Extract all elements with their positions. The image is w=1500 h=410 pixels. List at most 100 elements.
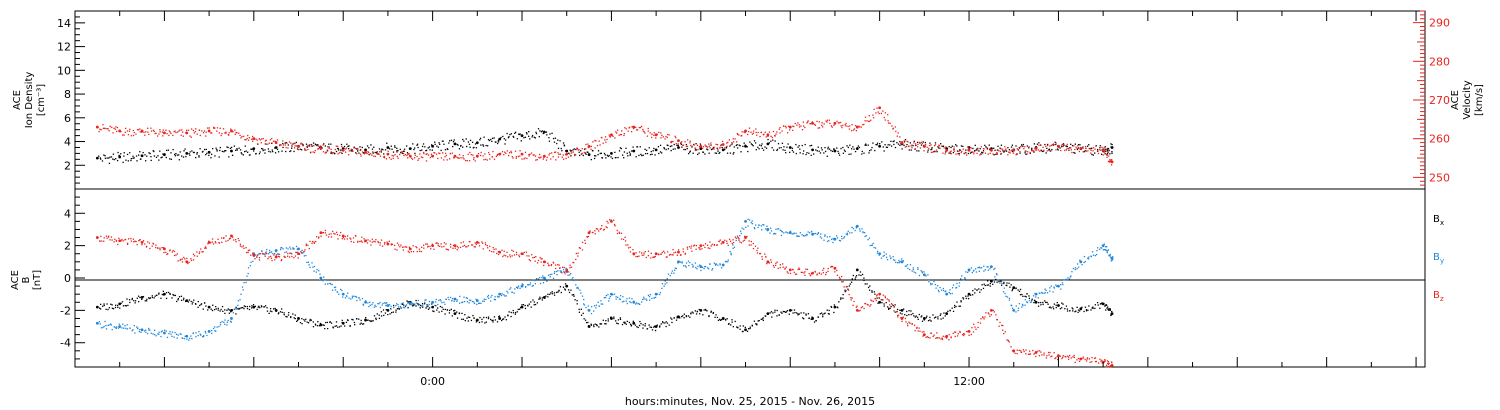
bz-sample	[394, 245, 395, 246]
velocity-sample	[614, 137, 615, 138]
density-sample	[853, 148, 854, 149]
velocity-sample	[497, 155, 498, 156]
bx-sample	[792, 312, 793, 313]
by-sample	[939, 287, 940, 288]
bx-sample	[666, 321, 667, 322]
bx-sample	[853, 275, 854, 276]
velocity-sample	[294, 143, 295, 144]
bx-sample	[600, 323, 601, 324]
by-sample	[356, 300, 357, 301]
bx-point	[968, 293, 971, 296]
velocity-sample	[1082, 147, 1083, 148]
bx-sample	[373, 320, 374, 321]
velocity-sample	[1007, 154, 1008, 155]
legend-entry-z: Bz	[1433, 290, 1444, 303]
velocity-point	[789, 126, 792, 129]
by-sample	[883, 252, 884, 253]
density-sample	[861, 153, 862, 154]
bz-sample	[423, 245, 424, 246]
bz-sample	[625, 240, 626, 241]
bz-sample	[316, 236, 317, 237]
density-sample	[485, 145, 486, 146]
velocity-sample	[690, 141, 691, 142]
by-sample	[330, 283, 331, 284]
bz-sample	[885, 296, 886, 297]
density-sample	[850, 153, 851, 154]
by-sample	[952, 287, 953, 288]
velocity-sample	[588, 147, 589, 148]
density-sample	[984, 145, 985, 146]
density-sample	[234, 145, 235, 146]
density-sample	[487, 145, 488, 146]
bz-sample	[757, 252, 758, 253]
density-sample	[874, 150, 875, 151]
velocity-sample	[175, 132, 176, 133]
by-sample	[363, 305, 364, 306]
bz-sample	[1005, 331, 1006, 332]
density-sample	[420, 150, 421, 151]
by-sample	[975, 268, 976, 269]
bz-sample	[503, 255, 504, 256]
density-sample	[627, 155, 628, 156]
density-sample	[823, 152, 824, 153]
by-sample	[546, 281, 547, 282]
velocity-sample	[122, 134, 123, 135]
bx-sample	[290, 317, 291, 318]
bz-sample	[588, 236, 589, 237]
velocity-sample	[772, 137, 773, 138]
velocity-sample	[831, 125, 832, 126]
bz-sample	[155, 247, 156, 248]
by-sample	[649, 299, 650, 300]
bz-sample	[336, 232, 337, 233]
bz-sample	[997, 319, 998, 320]
velocity-sample	[571, 152, 572, 153]
velocity-sample	[492, 156, 493, 157]
bx-sample	[752, 325, 753, 326]
bx-sample	[313, 321, 314, 322]
velocity-sample	[773, 131, 774, 132]
bx-sample	[472, 315, 473, 316]
bz-sample	[1029, 351, 1030, 352]
bx-sample	[1053, 308, 1054, 309]
bx-sample	[730, 324, 731, 325]
density-sample	[177, 154, 178, 155]
by-sample	[915, 272, 916, 273]
velocity-sample	[1005, 150, 1006, 151]
bx-sample	[278, 312, 279, 313]
bx-sample	[1022, 296, 1023, 297]
velocity-sample	[337, 146, 338, 147]
by-sample	[771, 230, 772, 231]
bz-sample	[1041, 354, 1042, 355]
by-point	[96, 322, 99, 325]
bz-sample	[193, 254, 194, 255]
velocity-sample	[388, 151, 389, 152]
velocity-sample	[380, 155, 381, 156]
by-sample	[488, 298, 489, 299]
bz-sample	[714, 245, 715, 246]
bx-point	[990, 280, 993, 283]
bz-sample	[428, 246, 429, 247]
density-sample	[631, 150, 632, 151]
density-sample	[531, 136, 532, 137]
density-sample	[422, 146, 423, 147]
bz-sample	[907, 323, 908, 324]
bx-sample	[968, 298, 969, 299]
bx-point	[856, 269, 859, 272]
velocity-sample	[111, 127, 112, 128]
density-sample	[313, 142, 314, 143]
by-sample	[877, 253, 878, 254]
density-sample	[282, 147, 283, 148]
bz-sample	[438, 243, 439, 244]
bx-sample	[183, 298, 184, 299]
by-sample	[913, 267, 914, 268]
bz-sample	[281, 259, 282, 260]
density-sample	[1027, 145, 1028, 146]
bz-sample	[625, 244, 626, 245]
velocity-sample	[123, 134, 124, 135]
density-sample	[722, 147, 723, 148]
density-sample	[695, 143, 696, 144]
density-sample	[943, 146, 944, 147]
bx-sample	[1045, 302, 1046, 303]
density-sample	[445, 149, 446, 150]
bx-sample	[978, 288, 979, 289]
